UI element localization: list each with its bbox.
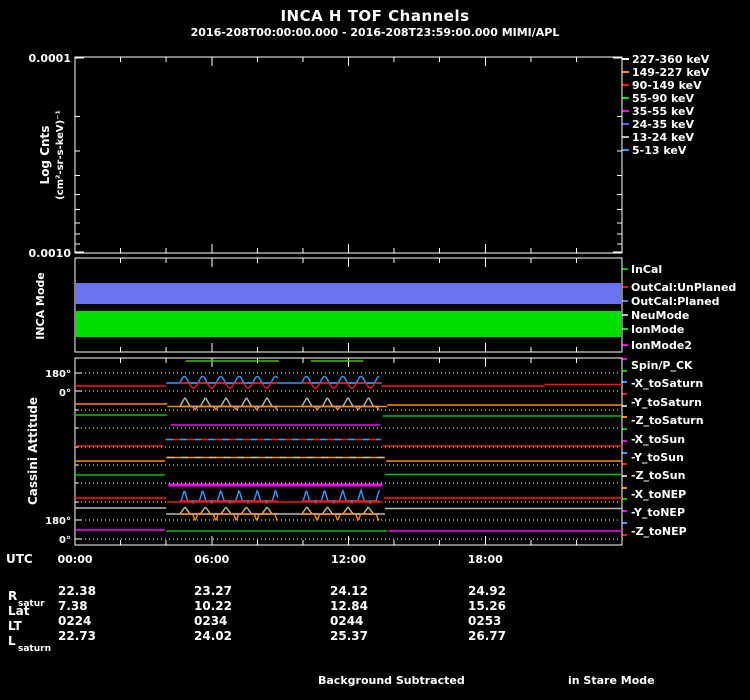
table-cell: 0253 [468,614,501,628]
attitude-osc-up [179,488,279,502]
attitude-osc-up [301,488,380,502]
attitude-row-label: -Y_toSun [631,451,684,464]
table-cell: 22.73 [58,629,96,643]
table-row-label: L [8,634,16,648]
table-row-label: Lat [8,604,30,618]
table-cell: 7.38 [58,599,88,613]
attitude-osc-up [179,397,278,408]
attitude-osc-down [179,405,279,411]
y1-axis-units: (cm²-sr-s-keV)⁻¹ [55,110,66,200]
table-cell: 24.12 [330,584,368,598]
legend-label: 5-13 keV [632,144,687,157]
attitude-osc-up [179,506,278,515]
panel-frame-1 [74,257,623,353]
utc-tick-label: 00:00 [57,553,92,566]
table-cell: 24.02 [194,629,232,643]
attitude-row-label: -Y_toSaturn [631,396,702,409]
table-row-label: R [8,589,17,603]
attitude-osc-up [301,397,380,408]
table-cell: 0224 [58,614,91,628]
mode-label: OutCal:Planed [631,295,720,308]
attitude-row-label: -X_toNEP [631,488,686,501]
y3-axis-title: Cassini Attitude [26,397,40,505]
table-cell: 23.27 [194,584,232,598]
legend-label: 35-55 keV [632,105,694,118]
utc-tick-label: 18:00 [468,553,503,566]
plot-title: INCA H TOF Channels [280,7,470,25]
attitude-osc-down [301,382,380,389]
mode-band-outcal:planed [76,283,621,304]
table-cell: 0244 [330,614,363,628]
legend-label: 55-90 keV [632,92,694,105]
attitude-osc-up [301,506,380,515]
table-row-label-sub: satur [18,599,45,609]
footer-note-stare-mode: in Stare Mode [568,674,655,687]
legend-label: 24-35 keV [632,118,694,131]
attitude-osc-down [301,405,380,411]
legend-label: 149-227 keV [632,66,710,79]
legend-label: 227-360 keV [632,53,710,66]
y3-tick-label-3: 0° [59,535,71,546]
table-cell: 25.37 [330,629,368,643]
attitude-osc-up [301,375,380,384]
attitude-row-label: -Z_toNEP [631,525,687,538]
table-cell: 15.26 [468,599,506,613]
mode-label: InCal [631,263,662,276]
attitude-row-label: -X_toSun [631,433,685,446]
mode-label: IonMode2 [631,339,692,352]
table-cell: 26.77 [468,629,506,643]
y3-tick-label-2: 180° [45,516,71,527]
y3-tick-label-1: 0° [59,388,71,399]
table-cell: 0234 [194,614,227,628]
legend-label: 90-149 keV [632,79,702,92]
mode-band-ionmode [76,311,621,337]
table-cell: 10.22 [194,599,232,613]
y1-tick-bottom-label: 0.0010 [29,247,72,260]
table-cell: 22.38 [58,584,96,598]
table-row-label: LT [8,619,23,633]
attitude-osc-down [179,513,279,522]
attitude-row-label: -Y_toNEP [631,506,685,519]
panel-frame-0 [74,56,623,254]
attitude-osc-down [179,500,278,505]
mode-label: NeuMode [631,309,689,322]
attitude-row-label: -Z_toSaturn [631,414,704,427]
y1-axis-title: Log Cnts [38,126,52,185]
mode-label: OutCal:UnPlaned [631,281,736,294]
mode-label: IonMode [631,323,684,336]
y3-tick-label-0: 180° [45,369,71,380]
attitude-row-label: -Z_toSun [631,469,685,482]
x-axis-title: UTC [6,552,33,566]
utc-tick-label: 12:00 [331,553,366,566]
y2-axis-title: INCA Mode [34,272,47,340]
attitude-osc-down [301,500,380,505]
attitude-osc-up [179,375,279,384]
attitude-row-label: -X_toSaturn [631,377,703,390]
plot-subtitle: 2016-208T00:00:00.000 - 2016-208T23:59:0… [190,26,560,39]
utc-tick-label: 06:00 [194,553,229,566]
legend-label: 13-24 keV [632,131,694,144]
footer-note-background-subtracted: Background Subtracted [318,674,465,687]
y1-tick-top-label: 0.0001 [29,52,71,65]
attitude-osc-down [179,382,278,389]
attitude-osc-down [301,513,380,522]
attitude-row-label: Spin/P_CK [631,359,693,372]
table-row-label-sub: saturn [18,644,51,654]
table-cell: 12.84 [330,599,368,613]
table-cell: 24.92 [468,584,506,598]
